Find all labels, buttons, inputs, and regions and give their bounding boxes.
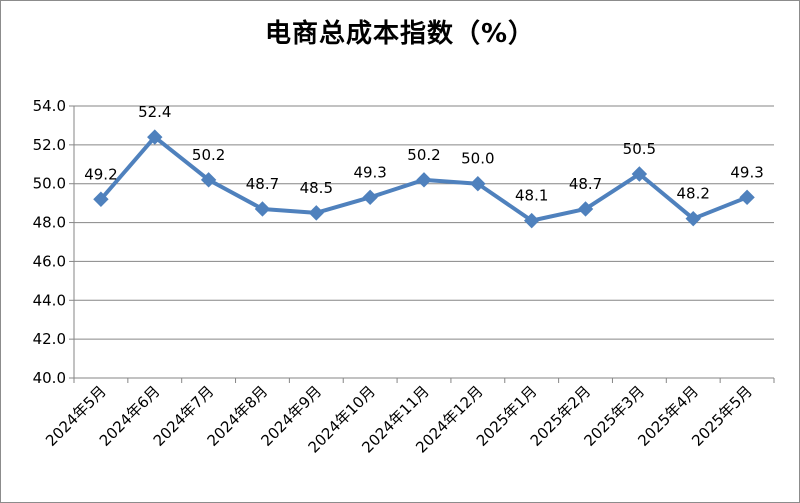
y-tick-label: 48.0 — [33, 214, 66, 232]
data-label: 48.1 — [515, 187, 548, 205]
data-point-marker — [200, 172, 217, 188]
data-label: 50.2 — [192, 146, 225, 164]
data-label: 48.2 — [677, 185, 710, 203]
data-point-marker — [739, 189, 755, 206]
data-point-marker — [308, 205, 325, 221]
y-tick-label: 44.0 — [33, 291, 66, 309]
data-point-marker — [362, 189, 378, 206]
data-label: 49.3 — [353, 163, 386, 181]
y-tick-label: 54.0 — [33, 97, 66, 115]
y-tick-label: 40.0 — [33, 369, 66, 387]
y-tick-label: 50.0 — [33, 175, 66, 193]
data-point-marker — [685, 210, 701, 227]
data-label: 50.2 — [407, 146, 440, 164]
data-label: 52.4 — [138, 103, 171, 121]
data-point-marker — [416, 172, 432, 188]
data-label: 48.7 — [246, 175, 279, 193]
y-tick-label: 52.0 — [33, 136, 66, 154]
y-tick-label: 46.0 — [33, 252, 66, 270]
data-point-marker — [631, 166, 648, 182]
data-label: 48.5 — [300, 179, 333, 197]
data-label: 48.7 — [569, 175, 602, 193]
data-label: 50.5 — [623, 140, 656, 158]
data-point-marker — [577, 201, 594, 217]
data-label: 50.0 — [461, 150, 494, 168]
data-point-marker — [147, 129, 163, 145]
data-point-marker — [523, 212, 540, 229]
data-label: 49.2 — [84, 165, 117, 183]
data-point-marker — [93, 191, 109, 207]
chart-title: 电商总成本指数（%） — [264, 19, 536, 49]
data-point-marker — [254, 201, 271, 217]
y-tick-label: 42.0 — [33, 330, 66, 348]
data-label: 49.3 — [730, 163, 763, 181]
data-point-marker — [470, 176, 486, 192]
